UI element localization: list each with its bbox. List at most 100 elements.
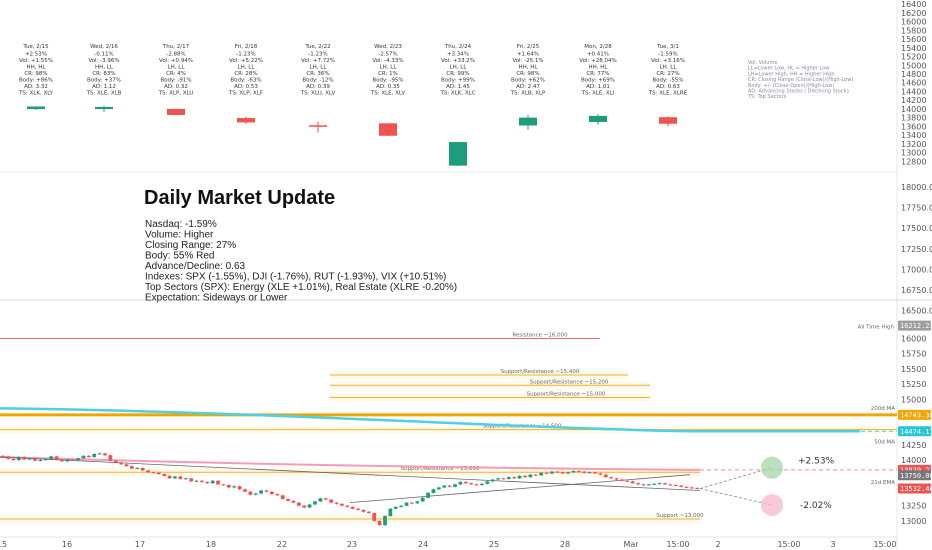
bottom-y-tick-label: 15750 [901, 350, 926, 359]
day-stat-label: CR: 4% [166, 71, 186, 77]
level-label: Support ~13,000 [656, 513, 704, 519]
summary-line: Expectation: Sideways or Lower [145, 293, 288, 304]
day-date-label: Thu, 2/24 [444, 44, 472, 50]
intraday-body [65, 459, 70, 462]
bottom-y-tick-label: 13250 [901, 502, 926, 511]
day-stat-label: TS: XLE, XLV [370, 91, 405, 97]
time-axis: 15 16 17 18 22 23 24 25 28 Mar 15:00 2 15:00 3 15:00 [0, 536, 897, 549]
down-trendline [0, 456, 701, 491]
day-stat-label: +2.53% [25, 52, 47, 58]
intraday-body [264, 490, 269, 492]
intraday-body [156, 472, 161, 475]
intraday-body [178, 476, 183, 479]
top-y-tick-label: 16400 [901, 0, 926, 9]
intraday-body [323, 498, 328, 500]
day-stat-label: LH, LL [168, 65, 186, 71]
intraday-body [630, 481, 635, 484]
day-candle-body [589, 115, 607, 122]
price-badge [898, 426, 931, 437]
day-stat-label: Vol: +7.72% [301, 58, 335, 64]
time-axis-label: 22 [277, 540, 287, 549]
top-price-axis: 1280013000132001340013600138001400014200… [901, 0, 926, 166]
day-stat-label: Vol: -4.33% [372, 58, 403, 64]
day-stat-label: -1.59% [658, 52, 677, 58]
intraday-body [286, 498, 290, 501]
time-axis-label: 15 [0, 540, 7, 549]
day-candle-body [449, 142, 467, 166]
price-badge [898, 320, 931, 331]
day-stat-label: AD: 0.63 [656, 84, 680, 90]
day-stat-label: CR: 83% [92, 71, 115, 77]
intraday-body [146, 470, 150, 473]
top-y-tick-label: 13200 [901, 140, 926, 149]
day-candle-body [27, 106, 45, 110]
price-badge [898, 483, 931, 494]
day-stat-label: Body: -91% [160, 78, 191, 84]
intraday-body [361, 509, 366, 512]
intraday-body [162, 474, 167, 476]
intraday-body [636, 483, 640, 485]
top-y-tick-label: 15400 [901, 44, 926, 53]
day-date-label: Tue, 3/1 [656, 44, 679, 50]
summary-y-tick-label: 17750.00 [901, 204, 932, 213]
day-stat-label: CR: 98% [24, 71, 47, 77]
intraday-body [49, 456, 54, 459]
intraday-body [124, 464, 129, 467]
day-stat-label: Vol: +28.04% [579, 58, 616, 64]
day-stat-label: TS: XLK, XLY [18, 91, 53, 97]
intraday-body [566, 472, 570, 474]
summary-title: Daily Market Update [144, 187, 335, 209]
level-band [330, 370, 628, 379]
intraday-body [442, 485, 447, 488]
day-stat-label: -1.23% [308, 52, 327, 58]
intraday-body [103, 453, 107, 456]
intraday-body [313, 501, 317, 505]
time-axis-label: 28 [560, 540, 570, 549]
intraday-body [27, 458, 32, 460]
intraday-body [506, 477, 511, 479]
intraday-body [189, 478, 194, 482]
time-axis-label: 25 [489, 540, 499, 549]
intraday-body [474, 484, 479, 486]
day-stat-label: Body: +86% [19, 78, 53, 84]
summary-y-tick-label: 16750.00 [901, 286, 932, 295]
intraday-body [620, 479, 624, 481]
intraday-body [350, 506, 355, 509]
intraday-body [237, 486, 242, 490]
time-axis-label: 16 [62, 540, 72, 549]
intraday-body [280, 495, 285, 499]
intraday-body [232, 486, 237, 488]
summary-line: Body: 55% Red [145, 251, 215, 262]
bottom-y-tick-label: 15250 [901, 380, 926, 389]
intraday-body [490, 479, 495, 482]
intraday-body [679, 485, 684, 487]
top-y-tick-label: 12800 [901, 157, 926, 166]
projection-down-path [699, 488, 773, 506]
day-stat-label: TS: XLP, XLU [158, 91, 194, 97]
intraday-body [54, 456, 59, 460]
intraday-body [345, 505, 350, 507]
intraday-body [253, 493, 258, 495]
intraday-body [447, 485, 452, 487]
summary-y-tick-label: 17500.00 [901, 224, 932, 233]
day-stat-label: AD: 0.32 [164, 84, 188, 90]
day-candle-body [519, 117, 537, 126]
time-axis-label: Mar [623, 540, 639, 549]
intraday-body [302, 505, 307, 508]
day-stat-label: TS: XLE, XLI [581, 91, 615, 97]
day-date-label: Thu, 2/17 [162, 44, 190, 50]
price-badge-label: 13750.00 [900, 472, 932, 480]
intraday-body [183, 478, 188, 480]
time-axis-label: 17 [135, 540, 145, 549]
intraday-body [388, 508, 393, 517]
level-label: Support/Resistance ~15,400 [501, 369, 580, 375]
day-stat-label: Body: -95% [372, 78, 403, 84]
day-candle-body [309, 125, 327, 127]
projections: +2.53% -2.02% [699, 456, 835, 517]
price-badge-label: 13532.46 [900, 485, 932, 493]
ma200-label: 200d MA [871, 406, 895, 412]
top-y-tick-label: 16000 [901, 18, 926, 27]
